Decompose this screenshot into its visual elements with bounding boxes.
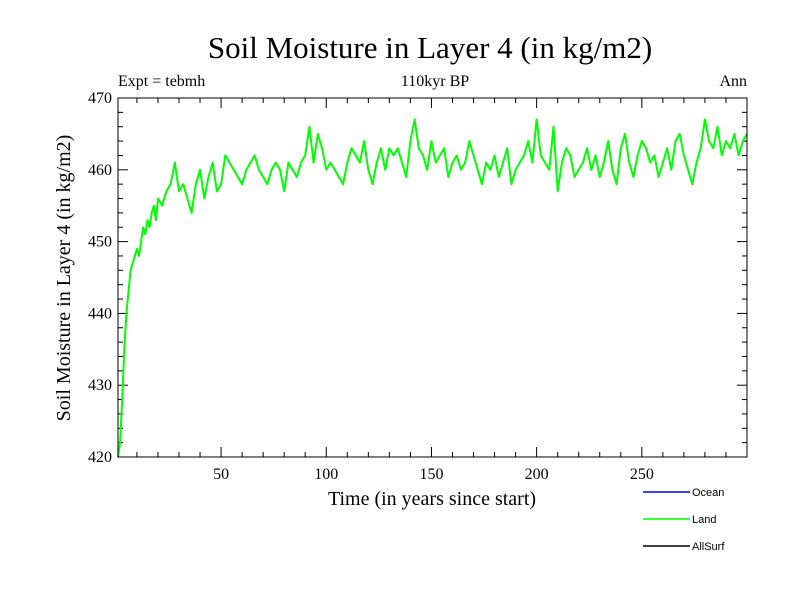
plot-frame [117,97,748,458]
season-label: Ann [719,73,747,90]
series-line-land [117,118,748,458]
series-group [117,118,748,458]
x-tick-label: 50 [213,466,229,483]
legend: Ocean Land AllSurf [643,487,725,553]
chart-title: Soil Moisture in Layer 4 (in kg/m2) [208,30,652,65]
y-axis-label: Soil Moisture in Layer 4 (in kg/m2) [53,135,75,422]
legend-label-ocean: Ocean [692,487,724,499]
x-tick-label: 150 [419,466,443,483]
legend-label-land: Land [692,514,716,526]
y-tick-label: 460 [88,162,112,179]
y-tick-label: 470 [88,90,112,107]
expt-label: Expt = tebmh [118,73,205,90]
legend-label-allsurf: AllSurf [692,541,725,553]
x-axis-label: Time (in years since start) [328,488,536,510]
y-tick-label: 450 [88,234,112,251]
y-tick-label: 420 [88,449,112,466]
x-tick-label: 200 [525,466,549,483]
x-tick-labels: 50 100 150 200 250 [213,466,654,483]
x-tick-label: 250 [630,466,654,483]
axis-ticks [118,98,747,457]
x-tick-label: 100 [314,466,338,483]
y-tick-label: 430 [88,377,112,394]
chart-subtitle: 110kyr BP [401,73,469,90]
y-tick-label: 440 [88,305,112,322]
y-tick-labels: 420 430 440 450 460 470 [88,90,112,466]
